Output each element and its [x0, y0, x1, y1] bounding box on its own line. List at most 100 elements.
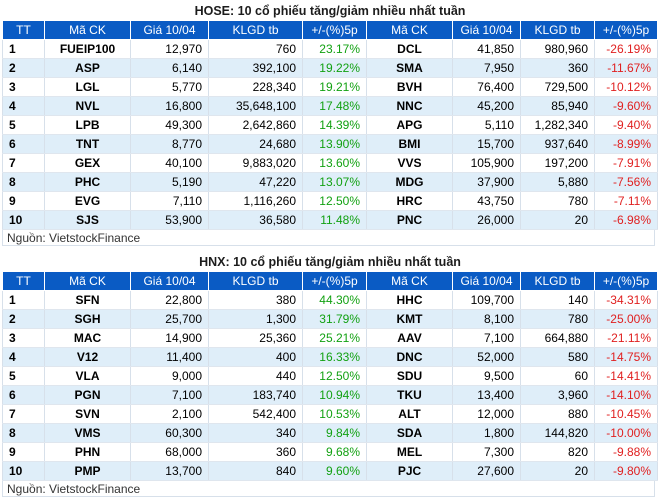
loser-change-cell: -7.91%: [594, 153, 658, 173]
loser-code-cell: DCL: [366, 39, 453, 59]
hnx-source-note: Nguồn: VietstockFinance: [2, 481, 655, 497]
gainer-price-cell: 2,100: [130, 404, 209, 424]
gainer-code-cell: GEX: [44, 153, 131, 173]
gainer-price-cell: 22,800: [130, 290, 209, 310]
gainer-code-cell: FUEIP100: [44, 39, 131, 59]
loser-price-cell: 9,500: [452, 366, 521, 386]
loser-code-cell: SDU: [366, 366, 453, 386]
hnx-table-body: 1 SFN 22,800 380 44.30% HHC 109,700 140 -34.31% 2…: [2, 290, 658, 481]
loser-price-cell: 13,400: [452, 385, 521, 405]
gainer-price-cell: 53,900: [130, 210, 209, 230]
loser-change-cell: -25.00%: [594, 309, 658, 329]
loser-volume-cell: 780: [520, 191, 595, 211]
rank-cell: 3: [2, 77, 45, 97]
gainer-code-cell: V12: [44, 347, 131, 367]
gainer-price-cell: 5,190: [130, 172, 209, 192]
loser-volume-cell: 360: [520, 58, 595, 78]
gainer-change-cell: 13.90%: [302, 134, 367, 154]
rank-cell: 1: [2, 39, 45, 59]
column-header: Giá 10/04: [130, 271, 209, 291]
gainer-code-cell: NVL: [44, 96, 131, 116]
loser-price-cell: 15,700: [452, 134, 521, 154]
table-row: 8 PHC 5,190 47,220 13.07% MDG 37,900 5,880 -7.56…: [2, 172, 658, 192]
gainer-code-cell: VLA: [44, 366, 131, 386]
gainer-volume-cell: 24,680: [208, 134, 303, 154]
loser-price-cell: 37,900: [452, 172, 521, 192]
table-row: 5 VLA 9,000 440 12.50% SDU 9,500 60 -14.41%: [2, 366, 658, 386]
table-row: 6 TNT 8,770 24,680 13.90% BMI 15,700 937,640 -8.…: [2, 134, 658, 154]
loser-code-cell: SMA: [366, 58, 453, 78]
loser-code-cell: MEL: [366, 442, 453, 462]
loser-change-cell: -10.00%: [594, 423, 658, 443]
rank-cell: 7: [2, 153, 45, 173]
gainer-volume-cell: 840: [208, 461, 303, 481]
loser-price-cell: 43,750: [452, 191, 521, 211]
gainer-change-cell: 19.21%: [302, 77, 367, 97]
column-header: Mã CK: [44, 20, 131, 40]
gainer-price-cell: 60,300: [130, 423, 209, 443]
rank-cell: 4: [2, 96, 45, 116]
gainer-price-cell: 5,770: [130, 77, 209, 97]
gainer-code-cell: PMP: [44, 461, 131, 481]
loser-change-cell: -14.10%: [594, 385, 658, 405]
gainer-price-cell: 8,770: [130, 134, 209, 154]
loser-change-cell: -9.80%: [594, 461, 658, 481]
gainer-change-cell: 19.22%: [302, 58, 367, 78]
gainer-code-cell: PGN: [44, 385, 131, 405]
gainer-code-cell: MAC: [44, 328, 131, 348]
loser-volume-cell: 20: [520, 210, 595, 230]
gainer-code-cell: PHC: [44, 172, 131, 192]
gainer-code-cell: SJS: [44, 210, 131, 230]
loser-change-cell: -7.56%: [594, 172, 658, 192]
table-row: 5 LPB 49,300 2,642,860 14.39% APG 5,110 1,282,3…: [2, 115, 658, 135]
hose-header-row: TT Mã CK Giá 10/04 KLGD tb +/-(%)5p Mã CK Giá …: [2, 20, 658, 40]
loser-volume-cell: 880: [520, 404, 595, 424]
loser-code-cell: HRC: [366, 191, 453, 211]
gainer-price-cell: 14,900: [130, 328, 209, 348]
column-header: +/-(%)5p: [594, 20, 658, 40]
loser-code-cell: HHC: [366, 290, 453, 310]
gainer-volume-cell: 340: [208, 423, 303, 443]
column-header: Mã CK: [44, 271, 131, 291]
loser-price-cell: 12,000: [452, 404, 521, 424]
gainer-code-cell: ASP: [44, 58, 131, 78]
gainer-volume-cell: 392,100: [208, 58, 303, 78]
gainer-price-cell: 13,700: [130, 461, 209, 481]
column-header: KLGD tb: [520, 271, 595, 291]
hose-table: TT Mã CK Giá 10/04 KLGD tb +/-(%)5p Mã CK Giá …: [2, 20, 658, 230]
loser-price-cell: 105,900: [452, 153, 521, 173]
column-header: Giá 10/04: [452, 271, 521, 291]
rank-cell: 2: [2, 309, 45, 329]
table-row: 4 V12 11,400 400 16.33% DNC 52,000 580 -14.75%: [2, 347, 658, 367]
table-row: 2 SGH 25,700 1,300 31.79% KMT 8,100 780 -25.00%: [2, 309, 658, 329]
table-row: 7 GEX 40,100 9,883,020 13.60% VVS 105,900 197,2…: [2, 153, 658, 173]
gainer-change-cell: 13.07%: [302, 172, 367, 192]
gainer-code-cell: SVN: [44, 404, 131, 424]
gainer-volume-cell: 400: [208, 347, 303, 367]
gainer-code-cell: LGL: [44, 77, 131, 97]
gainer-price-cell: 7,100: [130, 385, 209, 405]
gainer-change-cell: 12.50%: [302, 366, 367, 386]
hose-table-body: 1 FUEIP100 12,970 760 23.17% DCL 41,850 980,960…: [2, 39, 658, 230]
gainer-price-cell: 40,100: [130, 153, 209, 173]
rank-cell: 6: [2, 385, 45, 405]
rank-cell: 8: [2, 423, 45, 443]
gainer-price-cell: 9,000: [130, 366, 209, 386]
gainer-volume-cell: 380: [208, 290, 303, 310]
hnx-title: HNX: 10 cổ phiếu tăng/giảm nhiều nhất tu…: [199, 255, 461, 269]
loser-volume-cell: 980,960: [520, 39, 595, 59]
gainer-price-cell: 68,000: [130, 442, 209, 462]
table-row: 2 ASP 6,140 392,100 19.22% SMA 7,950 360 -11.67%: [2, 58, 658, 78]
loser-price-cell: 52,000: [452, 347, 521, 367]
table-row: 9 EVG 7,110 1,116,260 12.50% HRC 43,750 780 -7.1…: [2, 191, 658, 211]
loser-volume-cell: 780: [520, 309, 595, 329]
gainer-change-cell: 9.84%: [302, 423, 367, 443]
gainer-change-cell: 12.50%: [302, 191, 367, 211]
loser-price-cell: 1,800: [452, 423, 521, 443]
loser-change-cell: -34.31%: [594, 290, 658, 310]
rank-cell: 9: [2, 191, 45, 211]
table-row: 1 SFN 22,800 380 44.30% HHC 109,700 140 -34.31%: [2, 290, 658, 310]
gainer-price-cell: 25,700: [130, 309, 209, 329]
loser-change-cell: -11.67%: [594, 58, 658, 78]
table-row: 3 LGL 5,770 228,340 19.21% BVH 76,400 729,500 -1…: [2, 77, 658, 97]
